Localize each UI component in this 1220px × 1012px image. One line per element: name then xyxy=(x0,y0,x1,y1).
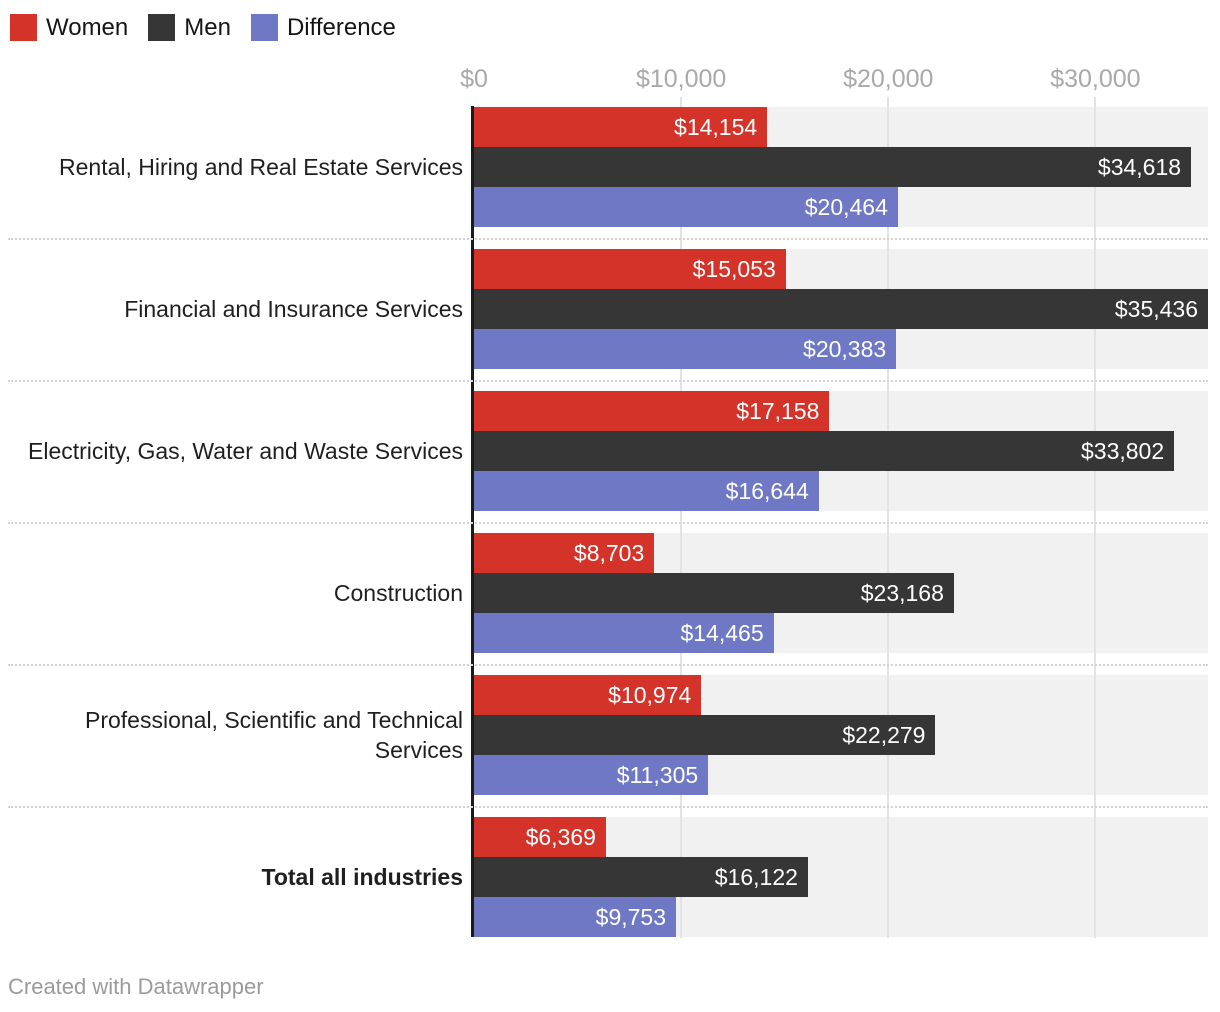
group-separator xyxy=(8,522,1208,524)
bar-row-difference: $16,644 xyxy=(474,471,1208,511)
women-bar: $15,053 xyxy=(474,249,786,289)
bar-row-difference: $20,464 xyxy=(474,187,1208,227)
legend-label: Women xyxy=(46,14,129,41)
men-bar: $34,618 xyxy=(474,147,1192,187)
men-bar: $35,436 xyxy=(474,289,1208,329)
bar-value-label: $33,802 xyxy=(1081,437,1165,464)
category-label: Financial and Insurance Services xyxy=(124,296,463,322)
bar-value-label: $20,464 xyxy=(804,193,888,220)
category-label: Professional, Scientific and Technical S… xyxy=(84,707,463,763)
category-group: Professional, Scientific and Technical S… xyxy=(0,664,1220,806)
bar-value-label: $16,644 xyxy=(725,477,809,504)
group-separator xyxy=(8,238,1208,240)
bar-row-men: $33,802 xyxy=(474,431,1208,471)
category-group: Construction $8,703 $23,168 $14,465 xyxy=(0,522,1220,664)
women-bar: $17,158 xyxy=(474,391,830,431)
bar-value-label: $17,158 xyxy=(736,397,820,424)
category-bars: $8,703 $23,168 $14,465 xyxy=(474,533,1208,653)
category-bars: $6,369 $16,122 $9,753 xyxy=(474,817,1208,937)
bar-value-label: $16,122 xyxy=(714,863,798,890)
datawrapper-credit: Created with Datawrapper xyxy=(8,974,264,999)
men-bar: $33,802 xyxy=(474,431,1175,471)
category-label: Construction xyxy=(333,580,463,606)
difference-bar: $20,383 xyxy=(474,329,897,369)
legend-label: Men xyxy=(184,14,231,41)
bar-value-label: $20,383 xyxy=(803,335,887,362)
category-group: Rental, Hiring and Real Estate Services $… xyxy=(0,96,1220,238)
category-group: Total all industries $6,369 $16,122 $9,753 xyxy=(0,806,1220,948)
women-bar: $14,154 xyxy=(474,107,768,147)
bar-row-women: $17,158 xyxy=(474,391,1208,431)
bar-row-women: $15,053 xyxy=(474,249,1208,289)
category-bars: $17,158 $33,802 $16,644 xyxy=(474,391,1208,511)
difference-bar: $16,644 xyxy=(474,471,819,511)
group-separator xyxy=(8,664,1208,666)
x-axis-zero-line xyxy=(471,106,474,937)
bar-row-difference: $9,753 xyxy=(474,897,1208,937)
bar-value-label: $9,753 xyxy=(595,903,667,930)
men-bar: $22,279 xyxy=(474,715,936,755)
bar-row-men: $16,122 xyxy=(474,857,1208,897)
bar-value-label: $34,618 xyxy=(1097,153,1182,180)
bar-row-women: $10,974 xyxy=(474,675,1208,715)
men-bar: $23,168 xyxy=(474,573,954,613)
bar-row-women: $6,369 xyxy=(474,817,1208,857)
bar-value-label: $14,154 xyxy=(674,113,758,140)
bar-value-label: $6,369 xyxy=(525,823,596,850)
bar-row-men: $34,618 xyxy=(474,147,1208,187)
bar-row-men: $22,279 xyxy=(474,715,1208,755)
x-axis-tick-label: $10,000 xyxy=(635,65,727,93)
difference-bar: $20,464 xyxy=(474,187,898,227)
category-bars: $14,154 $34,618 $20,464 xyxy=(474,107,1208,227)
gridline xyxy=(887,97,890,938)
gridline xyxy=(1094,97,1097,938)
difference-bar: $14,465 xyxy=(474,613,774,653)
legend: Women Men Difference xyxy=(10,14,396,41)
men-bar: $16,122 xyxy=(474,857,808,897)
legend-item-difference: Difference xyxy=(250,14,396,41)
category-bars: $15,053 $35,436 $20,383 xyxy=(474,249,1208,369)
x-axis-tick-label: $30,000 xyxy=(1050,65,1141,93)
group-separator xyxy=(8,380,1208,382)
bar-row-men: $23,168 xyxy=(474,573,1208,613)
category-label: Rental, Hiring and Real Estate Services xyxy=(59,154,463,180)
bar-value-label: $35,436 xyxy=(1114,295,1198,322)
women-bar: $10,974 xyxy=(474,675,702,715)
bar-row-men: $35,436 xyxy=(474,289,1208,329)
bar-value-label: $15,053 xyxy=(692,255,776,282)
bar-row-difference: $14,465 xyxy=(474,613,1208,653)
category-label: Total all industries xyxy=(261,864,464,890)
bar-row-difference: $11,305 xyxy=(474,755,1208,795)
category-label: Electricity, Gas, Water and Waste Servic… xyxy=(28,438,463,464)
bar-value-label: $10,974 xyxy=(608,681,692,708)
legend-item-men: Men xyxy=(148,14,231,41)
legend-swatch-icon xyxy=(148,14,176,41)
x-axis-tick-label: $20,000 xyxy=(843,65,934,93)
bar-row-women: $8,703 xyxy=(474,533,1208,573)
legend-swatch-icon xyxy=(250,14,278,41)
legend-label: Difference xyxy=(286,14,396,41)
bar-value-label: $23,168 xyxy=(860,579,944,606)
women-bar: $8,703 xyxy=(474,533,655,573)
difference-bar: $9,753 xyxy=(474,897,677,937)
gridline xyxy=(680,97,683,938)
bar-value-label: $14,465 xyxy=(680,619,764,646)
bar-value-label: $22,279 xyxy=(842,721,926,748)
legend-item-women: Women xyxy=(10,14,128,41)
difference-bar: $11,305 xyxy=(474,755,709,795)
bar-value-label: $8,703 xyxy=(573,539,645,566)
category-group: Financial and Insurance Services $15,053 $… xyxy=(0,238,1220,380)
bar-value-label: $11,305 xyxy=(616,761,699,788)
bar-row-difference: $20,383 xyxy=(474,329,1208,369)
women-bar: $6,369 xyxy=(474,817,606,857)
category-bars: $10,974 $22,279 $11,305 xyxy=(474,675,1208,795)
x-axis-tick-label: $0 xyxy=(460,65,488,93)
category-group: Electricity, Gas, Water and Waste Servic… xyxy=(0,380,1220,522)
legend-swatch-icon xyxy=(10,14,37,41)
bar-row-women: $14,154 xyxy=(474,107,1208,147)
group-separator xyxy=(8,806,1208,808)
